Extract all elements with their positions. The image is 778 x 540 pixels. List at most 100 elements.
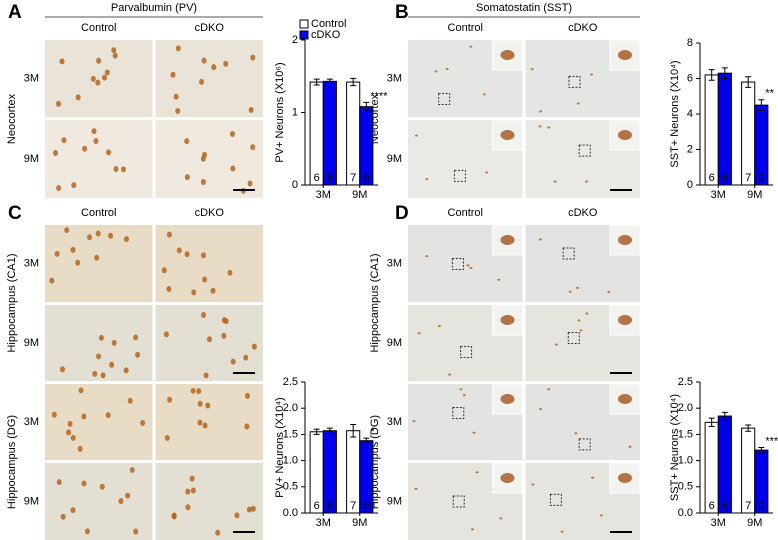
y-tick-label: 2.5 (283, 376, 298, 388)
stained-cell (92, 370, 98, 377)
stained-cell (547, 126, 551, 129)
n-label: 9 (363, 172, 369, 184)
column-header: Control (81, 22, 116, 34)
error-bar (363, 437, 370, 444)
stained-cell (184, 251, 190, 258)
stained-cell (71, 182, 77, 189)
stained-cell (538, 125, 542, 128)
stained-cell (87, 234, 93, 241)
stained-cell (125, 492, 131, 499)
stained-cell (448, 373, 452, 376)
inset-cell (618, 50, 632, 60)
x-tick-label: 3M (711, 189, 726, 201)
n-label: 6 (722, 172, 728, 184)
stained-cell (133, 528, 139, 535)
stained-cell (244, 392, 250, 399)
stained-cell (184, 138, 190, 145)
stained-cell (167, 396, 173, 403)
stained-cell (437, 325, 441, 328)
stained-cell (251, 343, 257, 350)
stained-cell (96, 353, 102, 360)
stained-cell (223, 60, 229, 67)
stained-cell (247, 180, 253, 187)
stained-cell (135, 351, 141, 358)
inset-cell (500, 473, 515, 483)
y-tick-label: 1.0 (283, 455, 298, 467)
stained-cell (576, 102, 580, 105)
x-tick-label: 9M (747, 517, 762, 529)
stained-cell (200, 179, 206, 186)
x-tick-label: 3M (316, 189, 331, 201)
legend-swatch (299, 19, 309, 29)
inset-cell (500, 50, 515, 60)
y-tick-label: 4 (687, 108, 693, 120)
n-label: 9 (758, 500, 764, 512)
stained-cell (459, 388, 463, 391)
stained-cell (568, 290, 572, 293)
stained-cell (244, 423, 250, 430)
stained-cell (173, 93, 179, 100)
y-tick-label: 0.0 (283, 507, 298, 519)
stained-cell (104, 69, 110, 76)
error-bar (721, 411, 728, 421)
stained-cell (166, 231, 172, 238)
n-label: 6 (314, 500, 320, 512)
stained-cell (140, 419, 146, 426)
region-label: Hippocampus (CA1) (369, 253, 381, 352)
stained-cell (54, 250, 60, 257)
stained-cell (95, 79, 101, 86)
y-tick-label: 6 (687, 72, 693, 84)
stained-cell (223, 318, 229, 325)
y-tick-label: 2.5 (678, 376, 693, 388)
stained-cell (90, 75, 96, 82)
x-tick-label: 3M (711, 517, 726, 529)
stained-cell (553, 180, 557, 183)
column-header: cDKO (568, 22, 598, 34)
stained-cell (590, 73, 594, 76)
inset-cell (500, 315, 515, 325)
stained-cell (539, 110, 543, 113)
column-header: Control (81, 207, 116, 219)
micrograph (45, 225, 153, 302)
stained-cell (166, 286, 172, 293)
stained-cell (61, 137, 67, 144)
row-label: 3M (387, 416, 402, 428)
row-label: 9M (387, 337, 402, 349)
significance: * (370, 426, 375, 438)
micrograph (155, 225, 263, 302)
stained-cell (250, 54, 256, 61)
region-label: Neocortex (6, 93, 18, 144)
stained-cell (531, 483, 535, 486)
row-label: 9M (387, 153, 402, 165)
stained-cell (412, 420, 416, 423)
stained-cell (250, 505, 256, 512)
stained-cell (585, 180, 589, 183)
legend-label: cDKO (311, 29, 341, 41)
stained-cell (210, 287, 216, 294)
stained-cell (202, 151, 208, 158)
roi-box (438, 92, 451, 105)
bar (322, 80, 337, 186)
x-tick-label: 9M (352, 517, 367, 529)
stained-cell (191, 289, 197, 296)
stained-cell (176, 247, 182, 254)
stained-cell (77, 445, 83, 452)
stained-cell (445, 67, 449, 70)
stained-cell (161, 267, 167, 274)
panel-letter: A (8, 2, 22, 23)
y-tick-label: 1.5 (678, 428, 693, 440)
stained-cell (66, 429, 72, 436)
stained-cell (538, 238, 542, 241)
stained-cell (197, 419, 203, 426)
legend-label: Control (311, 18, 346, 30)
y-tick-label: 1.5 (283, 428, 298, 440)
roi-box (568, 75, 581, 88)
stained-cell (530, 68, 534, 71)
stained-cell (577, 319, 581, 322)
roi-box (451, 257, 464, 270)
stained-cell (499, 517, 503, 520)
y-tick-label: 1 (292, 106, 298, 118)
inset-cell (618, 473, 632, 483)
stained-cell (250, 144, 256, 151)
stained-cell (91, 128, 97, 135)
